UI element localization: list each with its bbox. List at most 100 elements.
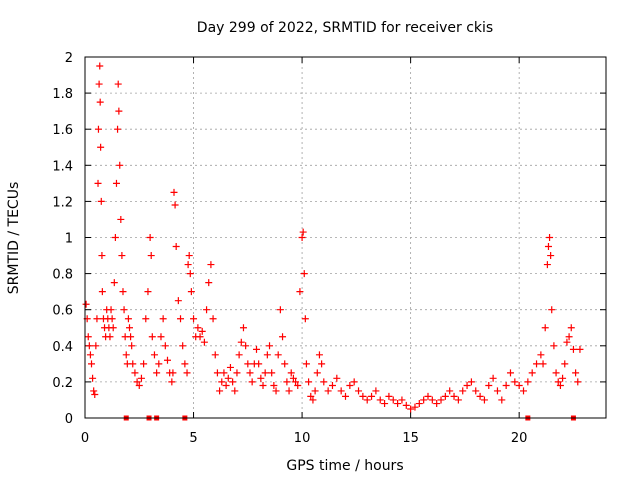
data-point	[255, 360, 263, 368]
data-point	[110, 279, 118, 287]
data-point	[398, 396, 406, 404]
data-point	[92, 342, 100, 350]
data-points	[82, 62, 584, 413]
data-point	[394, 400, 402, 408]
data-point	[157, 333, 165, 341]
data-point	[296, 288, 304, 296]
data-point	[315, 351, 323, 359]
y-tick-label: 2	[65, 51, 73, 66]
data-point	[576, 345, 584, 353]
data-point	[324, 387, 332, 395]
data-point	[220, 369, 228, 377]
data-point	[97, 143, 105, 151]
data-point	[363, 396, 371, 404]
data-point	[216, 387, 224, 395]
data-point	[137, 374, 145, 382]
data-point	[565, 333, 573, 341]
data-point	[289, 374, 297, 382]
data-point	[567, 324, 575, 332]
data-point	[437, 396, 445, 404]
data-point	[547, 252, 555, 260]
data-point	[147, 252, 155, 260]
data-point	[266, 342, 274, 350]
data-point	[190, 315, 198, 323]
data-point	[541, 324, 549, 332]
grid-lines	[85, 57, 606, 418]
data-point	[114, 80, 122, 88]
data-point	[112, 179, 120, 187]
data-point	[520, 387, 528, 395]
data-point	[402, 401, 410, 409]
data-point	[95, 80, 103, 88]
data-point	[261, 369, 269, 377]
data-point	[131, 369, 139, 377]
data-point	[346, 382, 354, 390]
data-point	[111, 234, 119, 241]
data-point	[548, 306, 556, 314]
y-tick-label: 0.2	[52, 376, 73, 391]
data-point	[237, 338, 245, 346]
data-point	[313, 369, 321, 377]
data-point	[569, 345, 577, 353]
data-point	[94, 179, 102, 187]
y-tick-label: 0.8	[52, 268, 73, 283]
data-point	[333, 374, 341, 382]
data-point	[203, 306, 211, 314]
data-point	[511, 378, 519, 386]
data-point	[85, 342, 93, 350]
y-tick-label: 0.4	[52, 340, 73, 355]
data-point	[116, 161, 124, 169]
data-point	[148, 333, 156, 341]
data-point	[150, 351, 158, 359]
data-point	[127, 333, 135, 341]
data-point	[153, 369, 161, 377]
data-point	[454, 396, 462, 404]
data-point	[407, 405, 415, 413]
x-tick-label: 10	[294, 431, 311, 446]
data-point	[272, 387, 280, 395]
data-point	[424, 392, 432, 400]
data-point	[171, 201, 179, 209]
data-point	[372, 387, 380, 395]
data-point	[115, 107, 123, 115]
data-point	[168, 378, 176, 386]
data-point	[122, 351, 130, 359]
data-point	[441, 392, 449, 400]
data-point	[539, 360, 547, 368]
data-point	[572, 369, 580, 377]
x-tick-label: 20	[511, 431, 528, 446]
data-point	[96, 98, 104, 106]
data-point	[108, 315, 116, 323]
data-point	[320, 378, 328, 386]
data-point	[194, 324, 202, 332]
data-point	[181, 360, 189, 368]
data-point	[281, 360, 289, 368]
data-point	[524, 378, 532, 386]
data-point	[533, 360, 541, 368]
data-point	[337, 387, 345, 395]
data-point	[309, 396, 317, 404]
y-tick-label: 0	[65, 412, 73, 427]
data-point	[463, 382, 471, 390]
data-point	[554, 378, 562, 386]
plot-frame	[84, 56, 607, 419]
data-point	[381, 400, 389, 408]
data-point	[283, 378, 291, 386]
data-point	[544, 243, 552, 251]
y-tick-label: 1	[65, 232, 73, 247]
data-point	[155, 360, 163, 368]
data-point	[252, 345, 260, 353]
data-point	[82, 300, 90, 308]
data-point	[428, 396, 436, 404]
data-point	[186, 270, 194, 278]
data-point	[389, 396, 397, 404]
data-point	[233, 369, 241, 377]
data-point	[415, 400, 423, 408]
data-point	[294, 382, 302, 390]
data-point	[163, 356, 171, 364]
data-point	[224, 374, 232, 382]
data-point	[528, 369, 536, 377]
data-point	[411, 403, 419, 411]
data-point	[161, 342, 169, 350]
data-point	[129, 360, 137, 368]
